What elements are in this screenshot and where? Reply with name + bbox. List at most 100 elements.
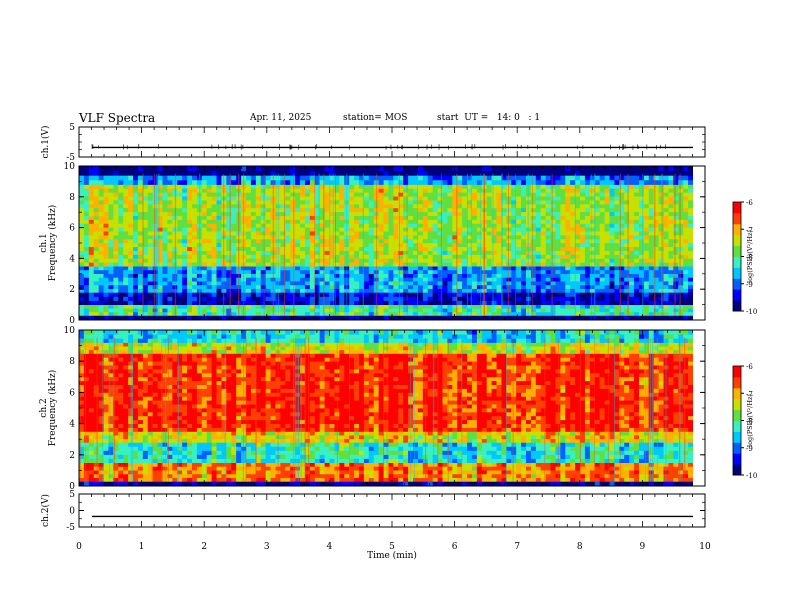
spectrogram-cell	[668, 238, 674, 244]
spectrogram-cell	[422, 296, 429, 301]
spectrogram-cell	[167, 175, 173, 181]
spectrogram-cell	[506, 238, 512, 244]
spectrogram-cell	[98, 258, 104, 263]
spectrogram-cell	[584, 266, 591, 271]
spectrogram-cell	[275, 269, 281, 274]
spectrogram-cell	[324, 315, 330, 321]
spectrogram-cell	[417, 300, 424, 305]
spectrogram-cell	[246, 281, 252, 286]
spectrogram-cell	[638, 242, 645, 248]
spectrogram-cell	[191, 262, 198, 267]
spectrogram-cell	[187, 207, 193, 213]
spectrogram-cell	[555, 277, 561, 282]
spectrogram-cell	[506, 231, 512, 236]
spectrogram-cell	[172, 304, 178, 309]
spectrogram-cell	[648, 166, 655, 172]
spectrogram-cell	[93, 207, 100, 213]
spectrogram-cell	[525, 188, 532, 193]
spectrogram-cell	[108, 281, 114, 286]
spectrogram-cell	[108, 254, 114, 259]
spectrogram-cell	[570, 219, 576, 224]
spectrogram-cell	[368, 300, 375, 305]
spectrogram-cell	[413, 170, 419, 176]
spectrogram-cell	[363, 308, 370, 313]
spectrogram-cell	[241, 304, 247, 309]
spectrogram-cell	[329, 200, 335, 205]
spectrogram-cell	[216, 250, 222, 255]
spectrogram-cell	[108, 179, 114, 185]
spectrogram-cell	[98, 211, 104, 216]
spectrogram-cell	[422, 262, 429, 267]
spectrogram-cell	[565, 200, 571, 205]
spectrogram-cell	[452, 262, 458, 267]
spectrogram-cell	[403, 200, 409, 205]
spectrogram-cell	[133, 166, 139, 172]
spectrogram-cell	[481, 300, 488, 305]
spectrogram-cell	[221, 308, 227, 313]
spectrogram-cell	[79, 262, 85, 267]
spectrogram-cell	[609, 227, 615, 232]
spectrogram-cell	[196, 288, 203, 293]
spectrogram-cell	[516, 288, 522, 293]
spectrogram-cell	[624, 308, 630, 313]
spectrogram-cell	[226, 266, 232, 271]
spectrogram-cell	[683, 304, 689, 309]
spectrogram-cell	[324, 311, 330, 316]
spectrogram-cell	[408, 200, 414, 205]
spectrogram-cell	[427, 246, 434, 251]
spectrogram-cell	[570, 196, 576, 201]
spectrogram-cell	[643, 292, 650, 297]
spectrogram-cell	[314, 242, 321, 248]
spectrogram-cell	[638, 258, 645, 263]
spectrogram-cell	[118, 269, 124, 274]
spectrogram-cell	[575, 258, 581, 263]
spectrogram-cell	[226, 196, 232, 201]
spectrogram-cell	[98, 207, 104, 213]
spectrogram-cell	[329, 315, 335, 321]
spectrogram-cell	[398, 200, 404, 205]
spectrogram-cell	[187, 238, 193, 244]
spectrogram-cell	[432, 238, 438, 244]
spectrogram-cell	[545, 188, 551, 193]
spectrogram-cell	[668, 254, 674, 259]
spectrogram-cell	[447, 246, 453, 251]
spectrogram-cell	[550, 215, 556, 220]
spectrogram-cell	[255, 188, 262, 193]
spectrogram-cell	[270, 166, 276, 172]
spectrogram-cell	[319, 215, 325, 220]
spectrogram-cell	[354, 266, 360, 271]
spectrogram-cell	[442, 170, 448, 176]
spectrogram-cell	[589, 242, 596, 248]
spectrogram-cell	[349, 284, 355, 289]
spectrogram-cell	[172, 179, 178, 185]
spectrogram-cell	[629, 196, 635, 201]
spectrogram-cell	[157, 262, 163, 267]
spectrogram-cell	[255, 166, 262, 172]
spectrogram-cell	[182, 277, 188, 282]
spectrogram-cell	[236, 300, 242, 305]
spectrogram-cell	[270, 315, 276, 321]
spectrogram-cell	[373, 188, 380, 193]
spectrogram-cell	[486, 288, 493, 293]
spectrogram-cell	[201, 223, 208, 228]
spectrogram-cell	[511, 207, 517, 213]
spectrogram-cell	[648, 211, 655, 216]
spectrogram-cell	[417, 215, 424, 220]
spectrogram-cell	[368, 269, 375, 274]
spectrogram-cell	[643, 219, 650, 224]
spectrogram-cell	[516, 196, 522, 201]
spectrogram-cell	[363, 184, 370, 189]
spectrogram-cell	[334, 179, 340, 185]
spectrogram-cell	[658, 277, 664, 282]
spectrogram-cell	[540, 227, 547, 232]
spectrogram-cell	[388, 254, 394, 259]
spectrogram-cell	[599, 235, 605, 240]
spectrogram-cell	[609, 315, 615, 321]
spectrogram-cell	[187, 288, 193, 293]
spectrogram-cell	[275, 184, 281, 189]
spectrogram-cell	[157, 184, 163, 189]
spectrogram-cell	[152, 296, 158, 301]
spectrogram-cell	[550, 300, 556, 305]
spectrogram-cell	[128, 311, 134, 316]
spectrogram-cell	[128, 304, 134, 309]
